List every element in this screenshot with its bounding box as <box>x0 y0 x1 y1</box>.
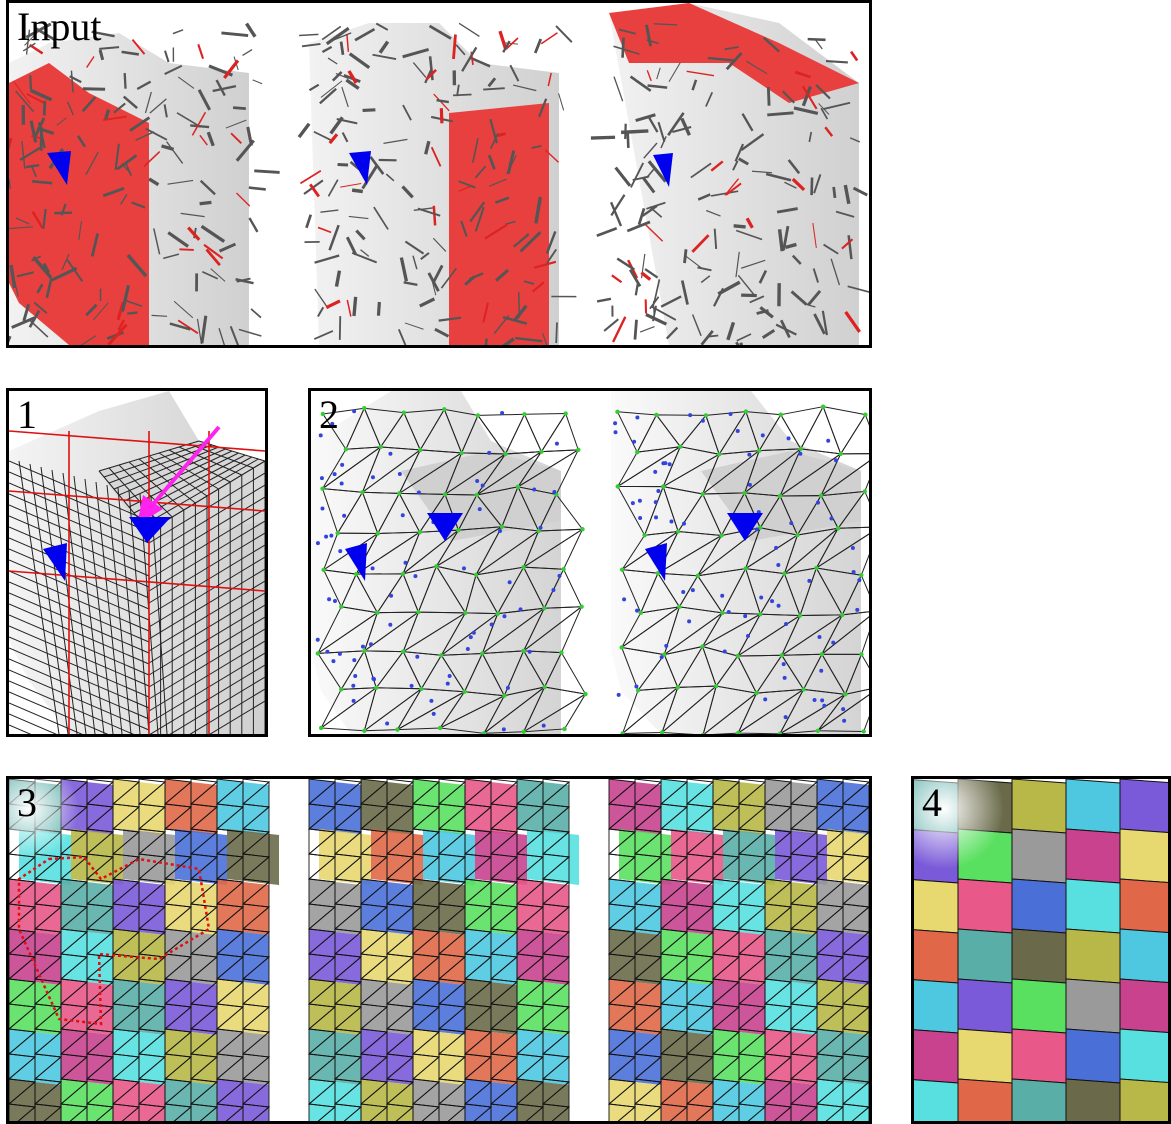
panel-3-illustration <box>9 779 869 1121</box>
panel-3-view-a <box>9 779 279 1121</box>
singularity-marker <box>129 517 171 543</box>
highlight-glow <box>9 779 79 859</box>
panel-2-label: 2 <box>319 392 339 437</box>
triangle-mesh <box>616 405 869 734</box>
input-view-b <box>297 22 577 345</box>
highlight-glow <box>914 779 1004 869</box>
singularity-marker <box>727 513 763 541</box>
input-view-c <box>590 3 869 345</box>
input-view-a-hatch <box>9 22 280 345</box>
singularity-marker <box>653 153 673 187</box>
panel-4-illustration <box>914 779 1168 1121</box>
panel-2-view-b <box>611 391 869 734</box>
quad-grid <box>9 440 265 734</box>
selected-region-outline <box>17 855 211 1026</box>
panel-2-illustration <box>311 391 869 734</box>
singularity-marker <box>47 151 71 185</box>
red-grid-lines <box>9 430 265 734</box>
panel-1-label: 1 <box>17 392 37 437</box>
input-view-b-hatch <box>297 22 577 345</box>
input-panel-label: Input <box>17 4 102 49</box>
panel-4-label: 4 <box>922 780 942 825</box>
panel-3-view-b <box>307 779 579 1121</box>
singularity-marker <box>43 543 67 581</box>
input-view-a <box>9 22 280 345</box>
blue-vertices <box>315 409 562 732</box>
green-vertices <box>615 404 868 734</box>
panel-3: 3 <box>6 776 872 1124</box>
panel-1: 1 <box>6 388 268 737</box>
panel-1-illustration <box>9 391 265 734</box>
triangle-mesh <box>316 406 587 734</box>
panel-3-label: 3 <box>17 780 37 825</box>
singularity-marker <box>645 543 667 581</box>
input-panel-illustration <box>9 3 869 345</box>
panel-4: 4 <box>911 776 1171 1124</box>
input-panel: Input <box>6 0 872 348</box>
singularity-marker <box>345 543 367 581</box>
panel-2-view-a <box>311 391 588 734</box>
arrow-shaft <box>147 425 221 511</box>
input-view-c-hatch <box>590 23 869 345</box>
panel-2: 2 <box>308 388 872 737</box>
panel-3-view-c <box>607 779 869 1121</box>
singularity-marker <box>427 513 463 541</box>
green-vertices <box>315 405 588 734</box>
singularity-marker <box>349 151 371 185</box>
blue-vertices <box>613 412 862 723</box>
